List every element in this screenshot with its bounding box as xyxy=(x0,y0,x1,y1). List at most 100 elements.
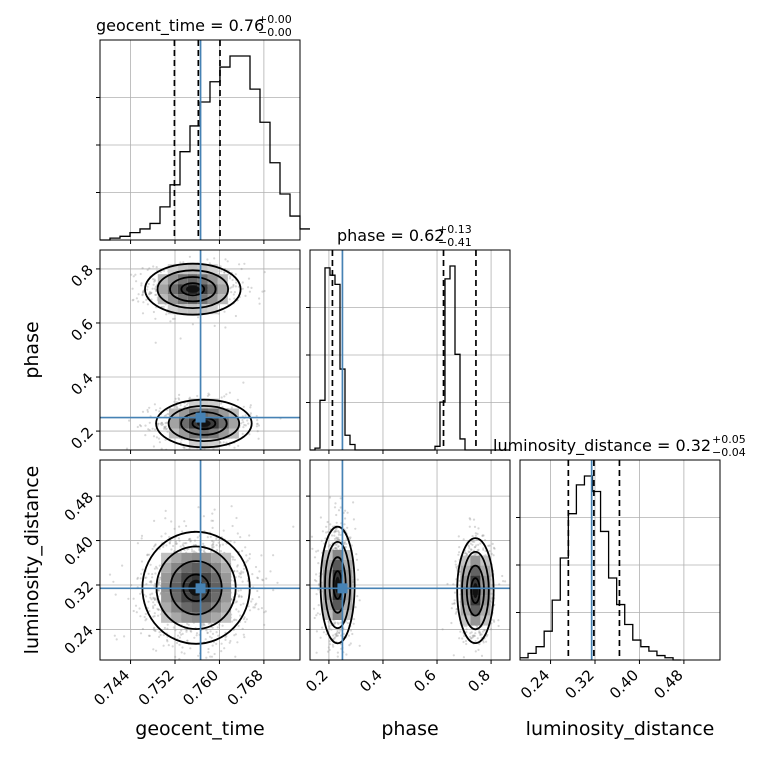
density-bin xyxy=(207,294,218,305)
sample-point xyxy=(150,581,153,584)
density-bin xyxy=(181,552,192,563)
sample-point xyxy=(178,393,181,396)
sample-point xyxy=(177,397,180,400)
sample-point xyxy=(263,623,266,627)
sample-point xyxy=(477,543,480,546)
density-bin xyxy=(470,595,481,606)
sample-point xyxy=(153,603,156,607)
sample-point xyxy=(473,634,476,638)
sample-point xyxy=(474,552,477,555)
sample-point xyxy=(320,539,323,542)
sample-point xyxy=(230,598,234,601)
sample-point xyxy=(136,542,139,545)
sample-point xyxy=(203,550,206,554)
density-bin xyxy=(332,610,343,620)
density-bin xyxy=(188,418,199,429)
sample-point xyxy=(152,596,155,600)
density-bin xyxy=(480,555,491,566)
sample-point xyxy=(217,634,220,637)
sample-point xyxy=(248,609,252,612)
sample-point xyxy=(181,646,184,649)
sample-point xyxy=(237,575,241,578)
sample-point xyxy=(317,584,321,587)
sample-point xyxy=(242,421,245,424)
sample-point xyxy=(230,291,233,294)
density-bin xyxy=(177,284,188,295)
sample-point xyxy=(195,634,198,637)
sample-point xyxy=(334,636,337,639)
sample-point xyxy=(481,534,484,538)
sample-point xyxy=(147,428,150,431)
sample-point xyxy=(174,655,177,659)
sample-point xyxy=(453,602,456,605)
sample-point xyxy=(246,579,249,583)
sample-point xyxy=(162,633,165,637)
density-bin xyxy=(221,562,232,573)
sample-point xyxy=(178,539,181,542)
sample-point xyxy=(172,317,175,320)
hist-phase xyxy=(306,249,511,454)
density-bin xyxy=(342,610,353,620)
sample-point xyxy=(157,608,160,611)
title-geocent-time: geocent_time = 0.76 xyxy=(96,16,264,36)
sample-point xyxy=(234,314,237,318)
sample-point xyxy=(222,441,225,444)
sample-point xyxy=(246,559,249,562)
sample-point xyxy=(209,655,212,658)
sample-point xyxy=(145,595,148,598)
sample-point xyxy=(240,267,243,271)
sample-point xyxy=(335,513,338,517)
density-bin xyxy=(198,398,209,409)
sample-point xyxy=(483,628,486,632)
sample-point xyxy=(329,543,332,547)
sample-point xyxy=(463,634,466,638)
density-bin xyxy=(221,612,232,623)
sample-point xyxy=(315,630,318,633)
sample-point xyxy=(153,519,156,523)
sample-point xyxy=(154,428,157,431)
sample-point xyxy=(349,536,352,539)
sample-point xyxy=(211,632,215,636)
sample-point xyxy=(146,553,149,556)
density-bin xyxy=(181,612,192,623)
sample-point xyxy=(238,572,241,575)
panel-content xyxy=(108,505,295,660)
sample-point xyxy=(478,631,481,634)
sample-point xyxy=(501,574,504,578)
sample-point xyxy=(345,653,348,656)
sample-point xyxy=(139,577,142,580)
sample-point xyxy=(236,565,239,568)
sample-point xyxy=(334,548,337,551)
density-bin xyxy=(322,610,333,620)
sample-point xyxy=(483,629,486,632)
sample-point xyxy=(112,580,115,583)
sample-point xyxy=(455,567,459,570)
sample-point xyxy=(332,634,335,637)
sample-point xyxy=(220,396,223,399)
x-tick-label: 0.6 xyxy=(410,666,440,696)
title-geocent-time-plus: +0.00 xyxy=(258,13,292,26)
sample-point xyxy=(153,629,156,632)
sample-point xyxy=(239,573,242,576)
sample-point xyxy=(326,650,330,653)
scatter-luminosity-distance-vs-geocent-time xyxy=(96,459,301,664)
sample-point xyxy=(497,624,500,628)
sample-point xyxy=(206,394,209,397)
sample-point xyxy=(337,539,341,542)
sample-point xyxy=(153,626,156,630)
sample-point xyxy=(473,546,476,549)
sample-point xyxy=(179,337,182,340)
sample-point xyxy=(335,536,338,539)
sample-point xyxy=(146,303,149,306)
sample-point xyxy=(201,624,204,628)
sample-point xyxy=(185,524,188,528)
sample-point xyxy=(180,651,183,654)
sample-point xyxy=(233,291,236,294)
sample-point xyxy=(474,553,477,556)
sample-point xyxy=(212,540,215,544)
sample-point xyxy=(153,287,157,290)
sample-point xyxy=(139,632,143,635)
sample-point xyxy=(222,529,225,532)
sample-point xyxy=(165,414,168,417)
sample-point xyxy=(219,543,222,547)
